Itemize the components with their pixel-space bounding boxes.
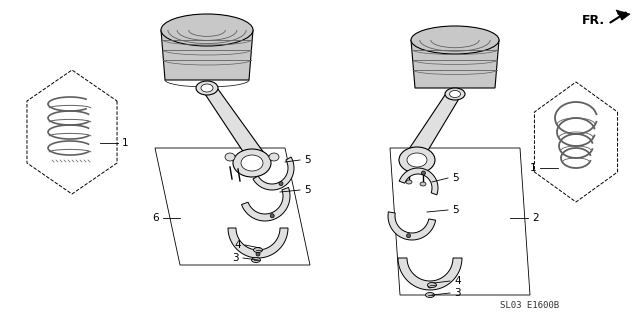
- Ellipse shape: [411, 26, 499, 54]
- Ellipse shape: [426, 293, 435, 298]
- Text: 5: 5: [452, 205, 459, 215]
- Ellipse shape: [428, 283, 436, 287]
- Ellipse shape: [406, 234, 410, 238]
- Text: 1: 1: [529, 163, 536, 173]
- Polygon shape: [399, 168, 438, 195]
- Polygon shape: [407, 92, 463, 152]
- Ellipse shape: [253, 248, 262, 253]
- Ellipse shape: [445, 88, 465, 100]
- Text: FR.: FR.: [582, 13, 605, 26]
- Text: 2: 2: [532, 213, 539, 223]
- Ellipse shape: [428, 284, 432, 288]
- Polygon shape: [199, 85, 264, 153]
- Polygon shape: [228, 228, 288, 258]
- Ellipse shape: [201, 84, 213, 92]
- Ellipse shape: [196, 81, 218, 95]
- Ellipse shape: [161, 14, 253, 46]
- Ellipse shape: [407, 153, 427, 167]
- Ellipse shape: [269, 153, 279, 161]
- Ellipse shape: [270, 214, 274, 218]
- Polygon shape: [616, 10, 630, 20]
- Text: 6: 6: [152, 213, 159, 223]
- Polygon shape: [161, 30, 253, 80]
- Polygon shape: [253, 157, 294, 190]
- Polygon shape: [398, 258, 462, 290]
- Text: 5: 5: [304, 185, 310, 195]
- Ellipse shape: [279, 182, 283, 186]
- Ellipse shape: [256, 252, 260, 256]
- Ellipse shape: [399, 147, 435, 173]
- Ellipse shape: [420, 182, 426, 186]
- Text: 4: 4: [454, 276, 461, 286]
- Polygon shape: [411, 40, 499, 88]
- Text: SL03 E1600B: SL03 E1600B: [500, 300, 559, 309]
- Ellipse shape: [449, 91, 461, 98]
- Ellipse shape: [241, 155, 263, 171]
- Ellipse shape: [225, 153, 235, 161]
- Polygon shape: [241, 188, 290, 221]
- Ellipse shape: [406, 180, 412, 184]
- Text: 4: 4: [234, 240, 241, 250]
- Polygon shape: [388, 212, 436, 240]
- Text: 5: 5: [452, 173, 459, 183]
- Ellipse shape: [252, 257, 260, 263]
- Text: 3: 3: [232, 253, 239, 263]
- Text: 1: 1: [122, 138, 129, 148]
- Ellipse shape: [422, 171, 426, 175]
- Ellipse shape: [233, 149, 271, 177]
- Text: 5: 5: [304, 155, 310, 165]
- Text: 3: 3: [454, 288, 461, 298]
